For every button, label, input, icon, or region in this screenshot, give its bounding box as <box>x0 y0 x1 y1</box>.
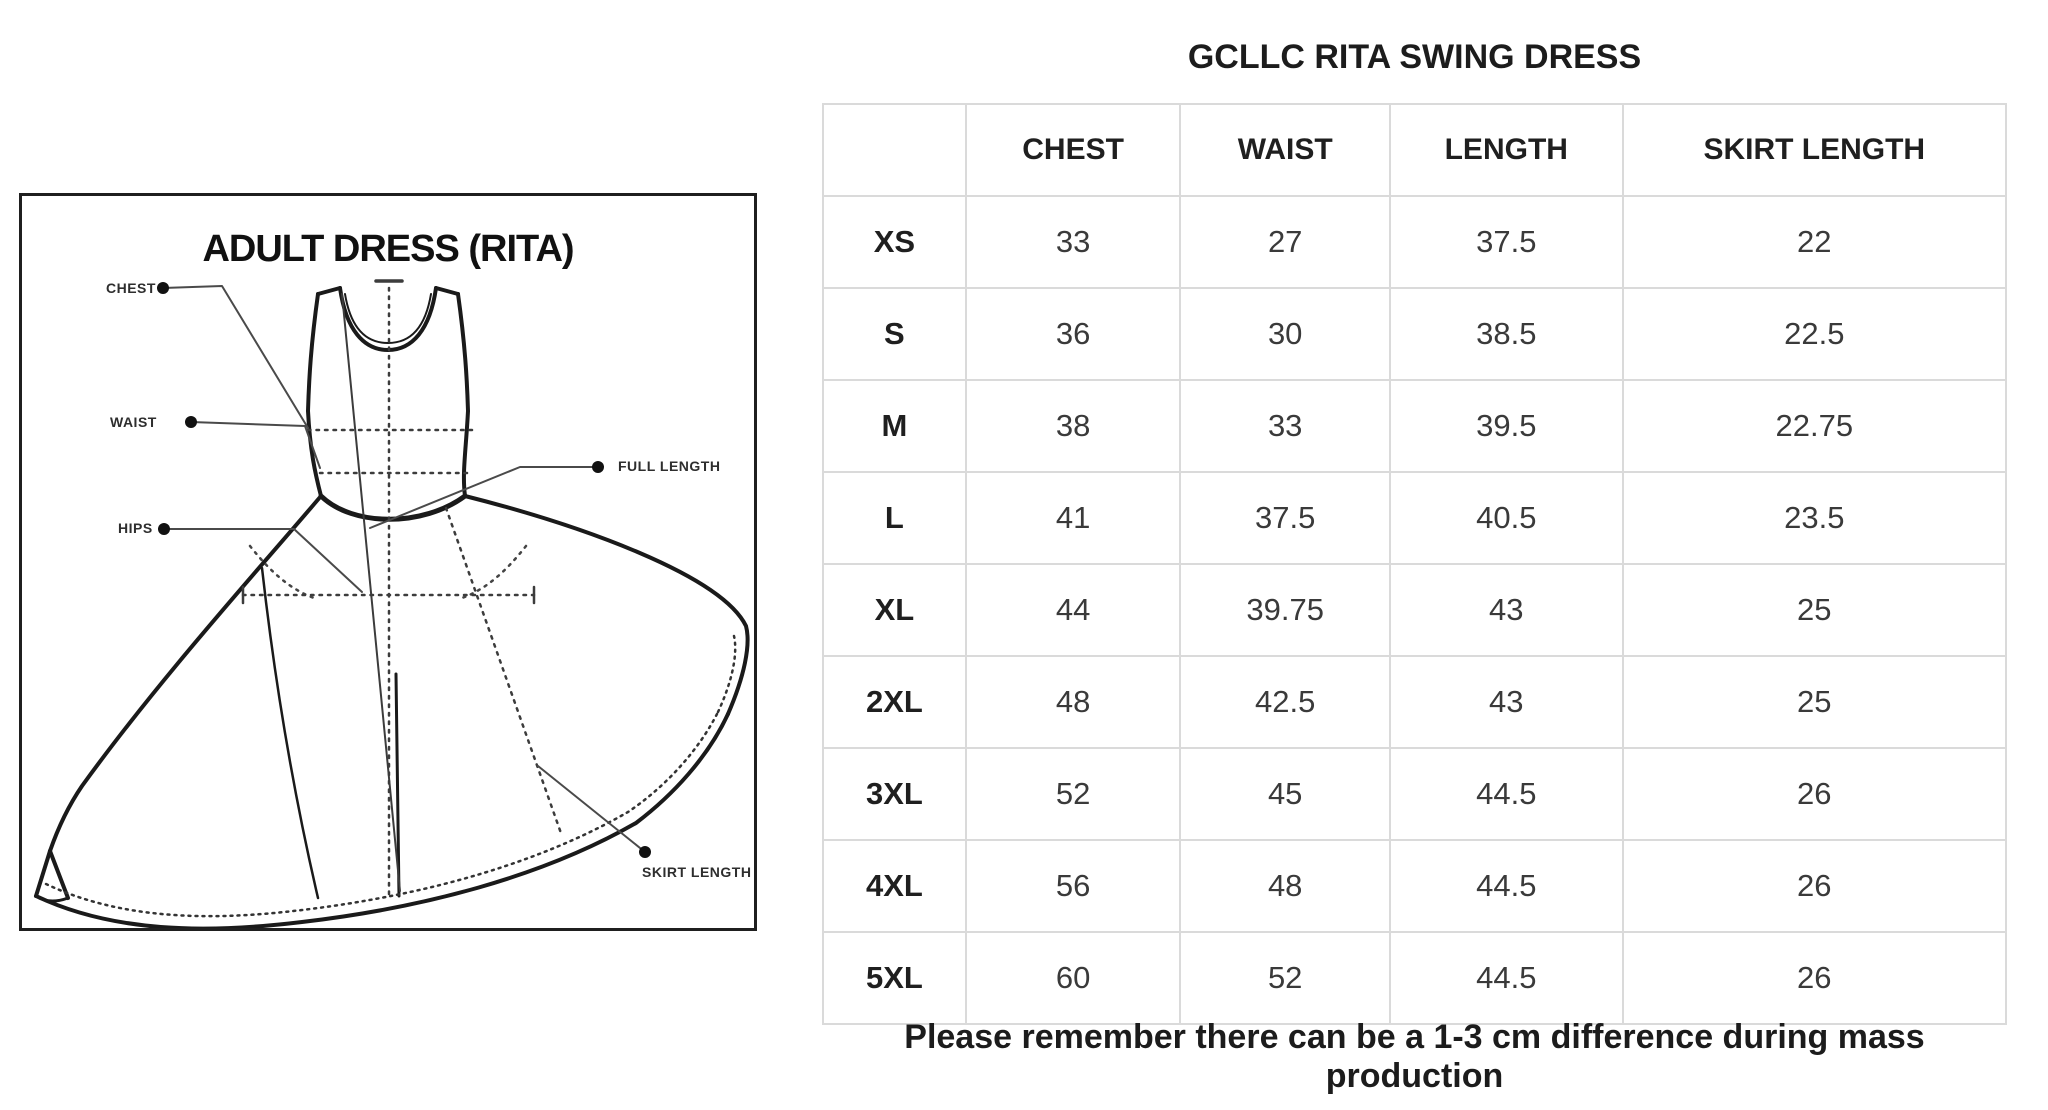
chest-value: 48 <box>964 655 1182 749</box>
waist-value: 33 <box>1179 379 1391 473</box>
waist-dot <box>185 416 197 428</box>
leader-lines <box>162 285 646 853</box>
skirt-length-value: 25 <box>1621 655 2008 749</box>
chest-value: 60 <box>964 931 1182 1025</box>
chest-leader <box>162 285 309 429</box>
full-length-leader <box>369 466 599 529</box>
waist-value: 27 <box>1179 195 1391 289</box>
waist-value: 48 <box>1179 839 1391 933</box>
hem-stitching <box>44 634 737 918</box>
table-row-s: S 36 30 38.5 22.5 <box>822 287 2008 381</box>
skirt-length-dot <box>639 846 651 858</box>
size-label: S <box>822 287 967 381</box>
chest-value: 38 <box>964 379 1182 473</box>
skirt-length-value: 22.5 <box>1621 287 2008 381</box>
skirt-length-line <box>444 506 564 838</box>
length-value: 37.5 <box>1389 195 1624 289</box>
diagram-title: ADULT DRESS (RITA) <box>202 228 574 270</box>
chest-value: 56 <box>964 839 1182 933</box>
header-waist: WAIST <box>1179 103 1391 197</box>
length-value: 43 <box>1389 563 1624 657</box>
size-label: 4XL <box>822 839 967 933</box>
size-label: XL <box>822 563 967 657</box>
size-label: 5XL <box>822 931 967 1025</box>
size-label: L <box>822 471 967 565</box>
header-skirt-length: SKIRT LENGTH <box>1621 103 2008 197</box>
table-row-xs: XS 33 27 37.5 22 <box>822 195 2008 289</box>
waist-value: 39.75 <box>1179 563 1391 657</box>
size-label: M <box>822 379 967 473</box>
waist-value: 52 <box>1179 931 1391 1025</box>
dress-skirt <box>34 494 750 928</box>
hips-label: HIPS <box>118 520 153 536</box>
table-row-3xl: 3XL 52 45 44.5 26 <box>822 747 2008 841</box>
chest-value: 36 <box>964 287 1182 381</box>
size-table: CHEST WAIST LENGTH SKIRT LENGTH XS 33 27… <box>822 103 2008 1025</box>
chest-value: 41 <box>964 471 1182 565</box>
chest-value: 52 <box>964 747 1182 841</box>
waist-value: 42.5 <box>1179 655 1391 749</box>
gather-arcs <box>248 544 528 600</box>
table-row-m: M 38 33 39.5 22.75 <box>822 379 2008 473</box>
length-value: 39.5 <box>1389 379 1624 473</box>
skirt-length-value: 26 <box>1621 839 2008 933</box>
length-value: 44.5 <box>1389 747 1624 841</box>
chest-value: 44 <box>964 563 1182 657</box>
length-value: 38.5 <box>1389 287 1624 381</box>
dress-sketch <box>34 279 750 928</box>
size-label: XS <box>822 195 967 289</box>
length-value: 43 <box>1389 655 1624 749</box>
measurement-lines <box>241 279 564 898</box>
skirt-length-value: 26 <box>1621 931 2008 1025</box>
hips-dot <box>158 523 170 535</box>
header-row: CHEST WAIST LENGTH SKIRT LENGTH <box>822 103 2008 197</box>
skirt-length-value: 22 <box>1621 195 2008 289</box>
full-length-label: FULL LENGTH <box>618 458 721 474</box>
size-label: 2XL <box>822 655 967 749</box>
skirt-length-value: 22.75 <box>1621 379 2008 473</box>
hips-leader <box>163 528 363 593</box>
skirt-length-value: 26 <box>1621 747 2008 841</box>
table-row-2xl: 2XL 48 42.5 43 25 <box>822 655 2008 749</box>
waist-value: 37.5 <box>1179 471 1391 565</box>
full-length-dot <box>592 461 604 473</box>
measurement-dots <box>157 282 651 858</box>
skirt-length-value: 25 <box>1621 563 2008 657</box>
full-length-line <box>341 293 401 892</box>
waist-value: 30 <box>1179 287 1391 381</box>
length-value: 44.5 <box>1389 931 1624 1025</box>
header-chest: CHEST <box>964 103 1182 197</box>
skirt-length-leader <box>537 765 646 853</box>
chest-label: CHEST <box>106 280 156 296</box>
length-value: 44.5 <box>1389 839 1624 933</box>
production-tolerance-note: Please remember there can be a 1-3 cm di… <box>904 1018 1925 1095</box>
chest-value: 33 <box>964 195 1182 289</box>
table-row-xl: XL 44 39.75 43 25 <box>822 563 2008 657</box>
length-value: 40.5 <box>1389 471 1624 565</box>
table-row-4xl: 4XL 56 48 44.5 26 <box>822 839 2008 933</box>
skirt-length-label: SKIRT LENGTH <box>642 864 752 880</box>
waist-value: 45 <box>1179 747 1391 841</box>
header-length: LENGTH <box>1389 103 1624 197</box>
table-row-5xl: 5XL 60 52 44.5 26 <box>822 931 2008 1025</box>
chest-dot <box>157 282 169 294</box>
size-chart-title: GCLLC RITA SWING DRESS <box>1187 38 1642 76</box>
size-label: 3XL <box>822 747 967 841</box>
table-row-l: L 41 37.5 40.5 23.5 <box>822 471 2008 565</box>
header-blank <box>822 103 967 197</box>
size-diagram-panel: ADULT DRESS (RITA) CHEST WAIST HIPS FULL… <box>19 193 757 931</box>
skirt-length-value: 23.5 <box>1621 471 2008 565</box>
waist-label: WAIST <box>110 414 157 430</box>
waist-leader <box>190 421 321 469</box>
